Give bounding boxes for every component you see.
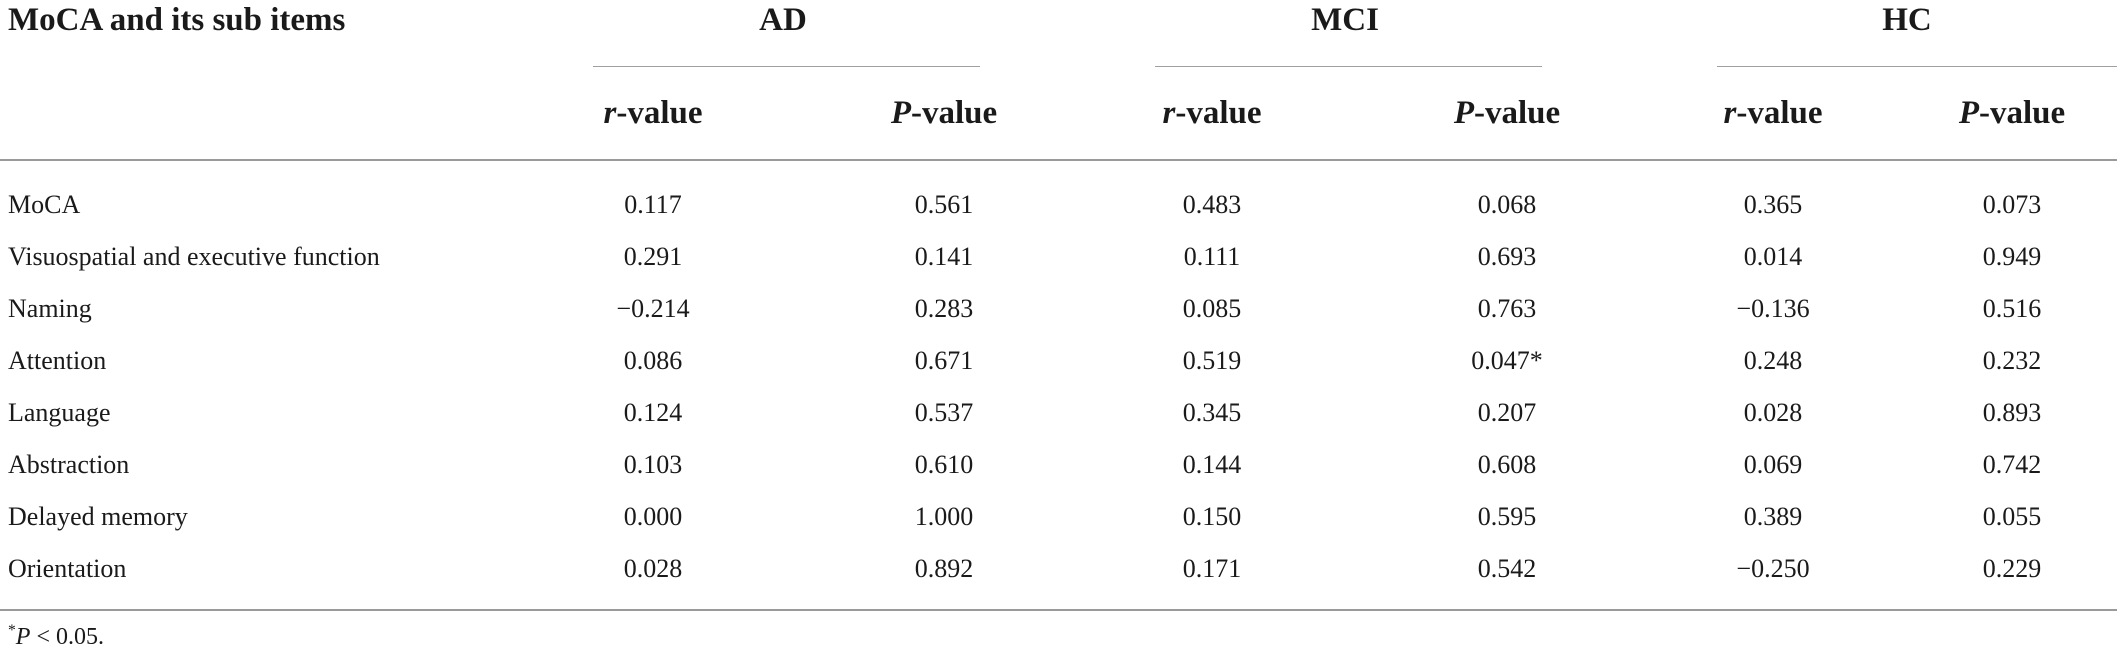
table-cell: 0.150	[1182, 502, 1242, 531]
table-cell: 0.103	[623, 450, 683, 479]
table-cell: 0.365	[1743, 190, 1803, 219]
table-cell: 0.073	[1982, 190, 2042, 219]
table-cell: 0.693	[1477, 242, 1537, 271]
table-cell: 0.537	[914, 398, 974, 427]
row-label: Orientation	[8, 554, 127, 583]
table-cell: 0.763	[1477, 294, 1537, 323]
group-rule-ad	[593, 66, 980, 67]
table-cell: 0.028	[1743, 398, 1803, 427]
group-label: MCI	[1311, 2, 1379, 38]
row-label: MoCA	[8, 190, 81, 219]
table-cell: −0.136	[1736, 294, 1810, 323]
table-cell: 0.014	[1743, 242, 1803, 271]
table-cell: 1.000	[914, 502, 974, 531]
group-label: HC	[1882, 2, 1932, 38]
table-cell: 0.055	[1982, 502, 2042, 531]
subheader-r-mci: r-value	[1162, 95, 1262, 131]
table-cell: 0.000	[623, 502, 683, 531]
table-cell: 0.144	[1182, 450, 1242, 479]
table-cell: 0.171	[1182, 554, 1242, 583]
table-cell: −0.214	[616, 294, 690, 323]
table-cell: 0.085	[1182, 294, 1242, 323]
table-cell: 0.111	[1183, 242, 1241, 271]
table-cell: 0.069	[1743, 450, 1803, 479]
subheader-r-hc: r-value	[1723, 95, 1823, 131]
table-cell: 0.892	[914, 554, 974, 583]
table-cell: 0.047*	[1471, 346, 1543, 375]
table-cell: 0.229	[1982, 554, 2042, 583]
table-cell: 0.949	[1982, 242, 2042, 271]
row-label: Visuospatial and executive function	[8, 242, 380, 271]
table-cell: 0.610	[914, 450, 974, 479]
table-cell: 0.389	[1743, 502, 1803, 531]
row-label: Delayed memory	[8, 502, 188, 531]
table-cell: 0.248	[1743, 346, 1803, 375]
table-cell: 0.742	[1982, 450, 2042, 479]
table-cell: 0.283	[914, 294, 974, 323]
subheader-r-ad: r-value	[603, 95, 703, 131]
table-cell: 0.207	[1477, 398, 1537, 427]
table-cell: 0.893	[1982, 398, 2042, 427]
table-cell: 0.232	[1982, 346, 2042, 375]
table-cell: 0.671	[914, 346, 974, 375]
row-label: Naming	[8, 294, 92, 323]
subheader-p-mci: P-value	[1453, 95, 1561, 131]
table-cell: 0.291	[623, 242, 683, 271]
subheader-p-hc: P-value	[1958, 95, 2066, 131]
table-cell: 0.345	[1182, 398, 1242, 427]
table-cell: 0.561	[914, 190, 974, 219]
table-cell: 0.516	[1982, 294, 2042, 323]
row-label: Language	[8, 398, 111, 427]
header-rule	[0, 159, 2117, 161]
group-rule-hc	[1717, 66, 2117, 67]
table-cell: −0.250	[1736, 554, 1810, 583]
table-cell: 0.086	[623, 346, 683, 375]
bottom-rule	[0, 609, 2117, 611]
group-rule-mci	[1155, 66, 1542, 67]
table-cell: 0.519	[1182, 346, 1242, 375]
table-cell: 0.608	[1477, 450, 1537, 479]
row-label: Abstraction	[8, 450, 130, 479]
table-cell: 0.141	[914, 242, 974, 271]
footnote: *P < 0.05.	[8, 622, 105, 650]
table-cell: 0.483	[1182, 190, 1242, 219]
table-cell: 0.117	[624, 190, 682, 219]
table-cell: 0.595	[1477, 502, 1537, 531]
subheader-p-ad: P-value	[890, 95, 998, 131]
table-cell: 0.028	[623, 554, 683, 583]
row-label: Attention	[8, 346, 107, 375]
table-cell: 0.124	[623, 398, 683, 427]
group-label: AD	[759, 2, 807, 38]
table-cell: 0.542	[1477, 554, 1537, 583]
row-header: MoCA and its sub items	[8, 2, 346, 38]
table-cell: 0.068	[1477, 190, 1537, 219]
